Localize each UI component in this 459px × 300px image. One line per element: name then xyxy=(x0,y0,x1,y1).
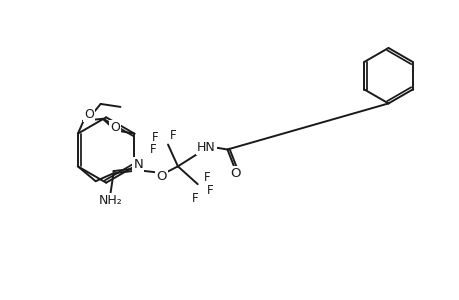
Text: F: F xyxy=(169,129,176,142)
Text: F: F xyxy=(191,192,198,205)
Text: NH₂: NH₂ xyxy=(98,194,122,206)
Text: O: O xyxy=(84,108,94,121)
Text: O: O xyxy=(230,167,240,180)
Text: F: F xyxy=(204,171,211,184)
Text: F: F xyxy=(151,131,158,144)
Text: N: N xyxy=(133,158,143,171)
Text: F: F xyxy=(150,143,156,156)
Text: O: O xyxy=(156,170,167,183)
Text: HN: HN xyxy=(196,140,215,154)
Text: O: O xyxy=(110,121,120,134)
Text: F: F xyxy=(207,184,213,196)
